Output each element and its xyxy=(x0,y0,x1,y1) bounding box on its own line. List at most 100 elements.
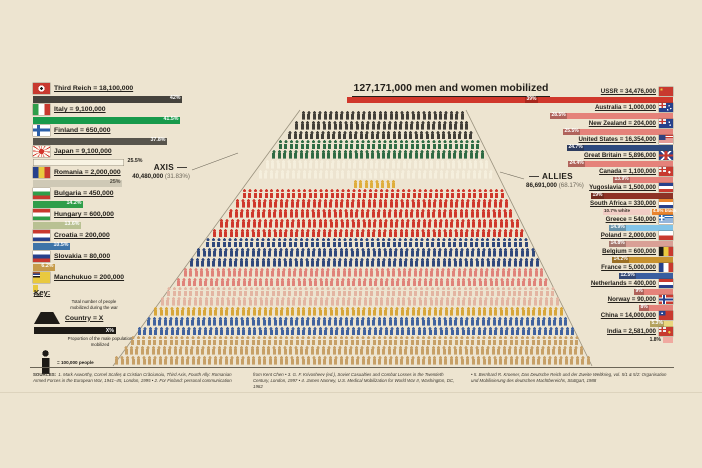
person-icon xyxy=(282,258,288,267)
country-label: Greece = 540,000 xyxy=(605,216,656,223)
pct-label: 19% xyxy=(591,192,605,199)
person-icon xyxy=(342,130,348,140)
person-icon xyxy=(405,326,411,336)
person-icon xyxy=(372,111,378,120)
key-legend: Key: Total number of people mobilized du… xyxy=(34,288,162,374)
person-icon xyxy=(334,218,339,228)
person-icon xyxy=(288,346,293,355)
person-icon xyxy=(394,199,399,208)
sources-label: SOURCES: xyxy=(33,372,57,377)
person-icon xyxy=(175,307,180,316)
person-icon xyxy=(322,356,328,365)
person-icon xyxy=(506,287,512,297)
person-icon xyxy=(301,307,307,316)
person-icon xyxy=(266,258,272,267)
person-icon xyxy=(437,120,442,130)
person-icon xyxy=(539,267,544,277)
person-icon xyxy=(349,316,355,326)
person-icon xyxy=(145,346,151,355)
person-icon xyxy=(417,169,422,179)
person-icon xyxy=(257,326,263,336)
axis-country-japan: Japan = 9,100,000 25.5% xyxy=(33,146,205,167)
person-icon xyxy=(281,267,287,277)
person-icon xyxy=(438,199,443,208)
person-icon xyxy=(162,346,167,355)
person-icon xyxy=(573,346,579,355)
person-icon xyxy=(317,111,323,120)
person-icon xyxy=(196,356,202,365)
person-icon xyxy=(529,346,535,355)
country-label-row: Greece = 540,000 xyxy=(545,215,673,224)
person-icon xyxy=(470,356,476,365)
person-icon xyxy=(358,287,364,297)
china-flag-icon xyxy=(659,311,673,320)
bar-row: 13.9% xyxy=(545,176,673,183)
person-icon xyxy=(547,336,552,346)
person-icon xyxy=(563,336,569,346)
person-icon xyxy=(426,140,431,150)
person-icon xyxy=(213,307,219,316)
person-icon xyxy=(380,160,385,169)
person-icon xyxy=(384,326,389,336)
person-icon xyxy=(332,209,338,218)
person-icon xyxy=(368,277,373,287)
person-icon xyxy=(247,297,253,306)
person-icon xyxy=(229,356,235,365)
person-icon xyxy=(388,356,394,365)
person-icon xyxy=(354,120,360,130)
person-icon xyxy=(351,326,356,336)
person-icon xyxy=(480,346,485,355)
person-icon xyxy=(344,356,350,365)
person-icon xyxy=(505,277,510,287)
person-icon xyxy=(223,336,229,346)
person-icon xyxy=(256,209,261,218)
person-icon xyxy=(376,209,382,218)
person-icon xyxy=(294,120,300,130)
axis-country-romania: Romania = 2,000,000 25% xyxy=(33,167,205,188)
person-icon xyxy=(296,277,302,287)
person-icon xyxy=(405,218,411,228)
person-icon xyxy=(492,248,498,257)
person-icon xyxy=(380,287,386,297)
person-icon xyxy=(453,140,459,150)
romania-flag-icon xyxy=(33,167,50,178)
mobilization-bar: 25.5% xyxy=(563,128,673,135)
person-icon xyxy=(500,297,505,306)
person-icon xyxy=(516,277,521,287)
person-icon xyxy=(273,199,279,208)
person-icon xyxy=(455,326,460,336)
person-icon xyxy=(201,316,207,326)
person-icon xyxy=(472,277,477,287)
person-icon xyxy=(481,228,486,238)
pictogram-row-china-india xyxy=(128,336,582,346)
person-icon xyxy=(314,160,319,169)
person-icon xyxy=(285,218,290,228)
person-icon xyxy=(480,150,485,159)
person-icon xyxy=(313,297,319,306)
person-icon xyxy=(442,316,448,326)
person-icon xyxy=(245,248,251,257)
person-icon xyxy=(389,307,394,316)
mobilization-bar xyxy=(33,158,124,166)
person-icon xyxy=(275,160,281,169)
person-icon xyxy=(287,130,293,140)
person-icon xyxy=(271,238,277,248)
person-icon xyxy=(382,228,388,238)
person-icon xyxy=(414,346,420,355)
person-icon xyxy=(229,336,234,346)
person-icon xyxy=(318,189,324,199)
pictogram-row-minor-axis-states xyxy=(352,179,398,189)
person-icon xyxy=(309,238,315,248)
country-label: Norway = 90,000 xyxy=(607,296,656,303)
person-icon xyxy=(453,209,459,218)
person-icon xyxy=(376,346,381,355)
person-icon xyxy=(428,297,434,306)
person-icon xyxy=(292,267,298,277)
pct-label: 6.2% xyxy=(41,263,54,270)
person-icon xyxy=(383,307,389,316)
country-label-row: Great Britain = 5,896,000 xyxy=(545,151,673,160)
person-icon xyxy=(399,356,405,365)
person-icon xyxy=(220,277,225,287)
person-icon xyxy=(185,356,191,365)
person-icon xyxy=(404,209,409,218)
